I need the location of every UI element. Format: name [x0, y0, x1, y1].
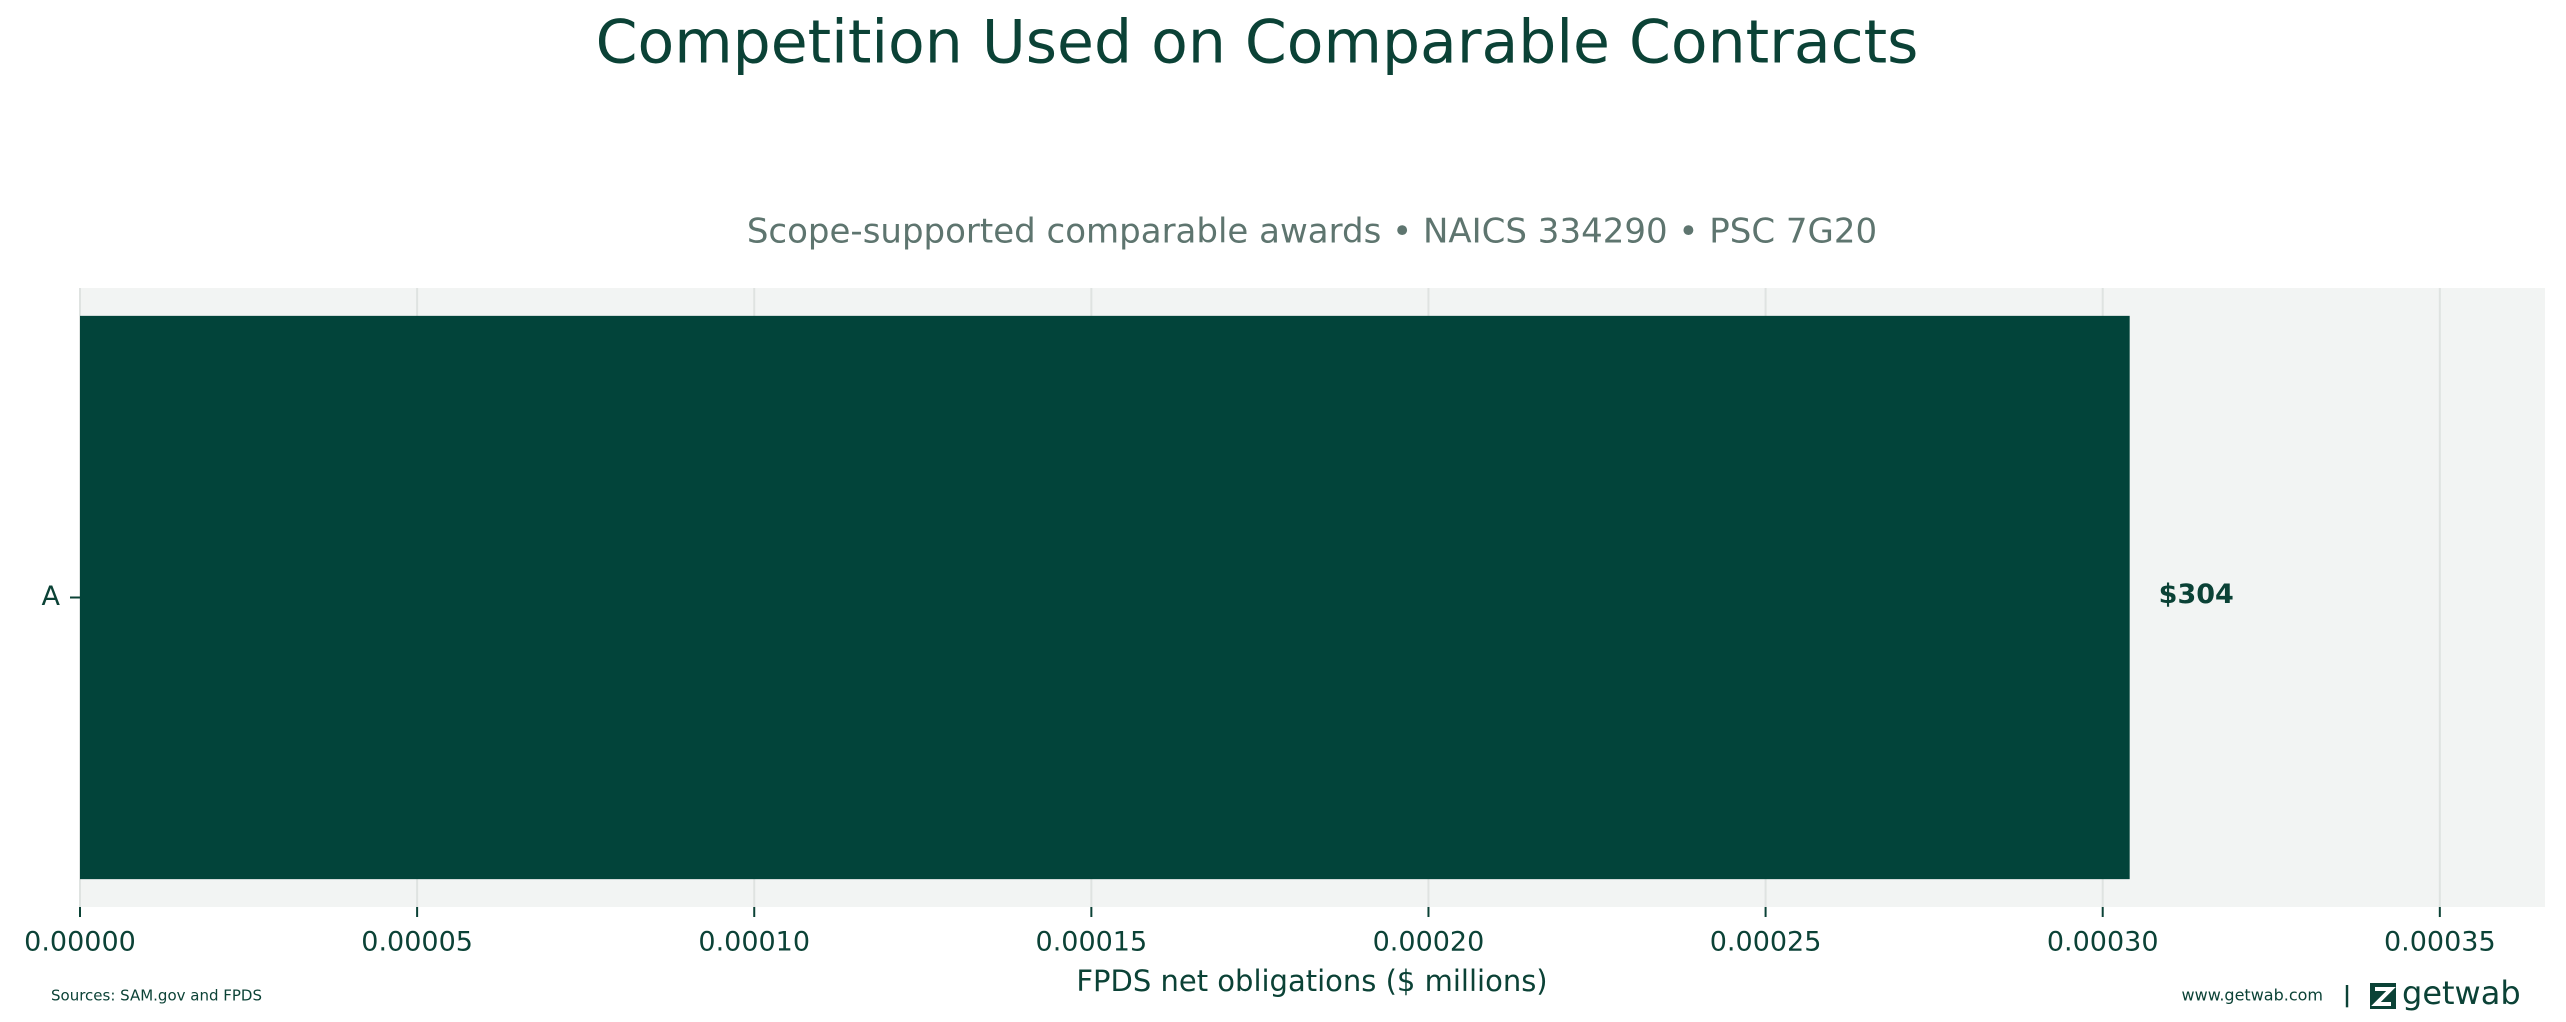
x-tick-label: 0.00000 — [24, 927, 136, 958]
value-label: $304 — [2159, 579, 2234, 610]
source-note: Sources: SAM.gov and FPDS — [51, 987, 262, 1005]
x-axis-label: FPDS net obligations ($ millions) — [1076, 964, 1547, 998]
brand: getwab — [2402, 974, 2521, 1012]
x-tick-label: 0.00035 — [2384, 927, 2496, 958]
brand-logo-icon — [2370, 983, 2396, 1009]
x-tick-label: 0.00020 — [1373, 927, 1485, 958]
x-tick-label: 0.00005 — [361, 927, 473, 958]
x-tick-label: 0.00010 — [698, 927, 810, 958]
chart-title: Competition Used on Comparable Contracts — [596, 8, 1919, 78]
x-tick-label: 0.00015 — [1036, 927, 1148, 958]
x-tick-label: 0.00030 — [2047, 927, 2159, 958]
chart-subtitle: Scope-supported comparable awards • NAIC… — [747, 212, 1877, 252]
bar — [80, 315, 2130, 880]
y-tick-label: A — [42, 581, 61, 612]
separator: | — [2343, 983, 2351, 1008]
website: www.getwab.com — [2182, 986, 2323, 1005]
x-tick-label: 0.00025 — [1710, 927, 1822, 958]
